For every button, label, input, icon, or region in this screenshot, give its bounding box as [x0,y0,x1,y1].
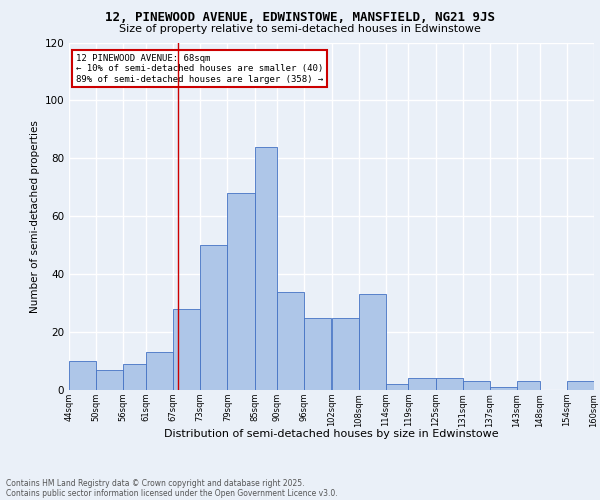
Bar [436,378,463,390]
Bar [227,193,254,390]
Bar [304,318,331,390]
Text: Contains public sector information licensed under the Open Government Licence v3: Contains public sector information licen… [6,488,338,498]
Bar [277,292,304,390]
Bar [96,370,124,390]
Bar [490,387,517,390]
Y-axis label: Number of semi-detached properties: Number of semi-detached properties [30,120,40,312]
Text: 12, PINEWOOD AVENUE, EDWINSTOWE, MANSFIELD, NG21 9JS: 12, PINEWOOD AVENUE, EDWINSTOWE, MANSFIE… [105,11,495,24]
Bar [173,309,200,390]
Bar [359,294,386,390]
Bar [409,378,436,390]
Bar [69,361,96,390]
Bar [254,147,277,390]
Bar [146,352,173,390]
Bar [517,382,539,390]
Bar [386,384,409,390]
Text: Size of property relative to semi-detached houses in Edwinstowe: Size of property relative to semi-detach… [119,24,481,34]
Bar [124,364,146,390]
X-axis label: Distribution of semi-detached houses by size in Edwinstowe: Distribution of semi-detached houses by … [164,430,499,440]
Text: Contains HM Land Registry data © Crown copyright and database right 2025.: Contains HM Land Registry data © Crown c… [6,478,305,488]
Bar [200,245,227,390]
Text: 12 PINEWOOD AVENUE: 68sqm
← 10% of semi-detached houses are smaller (40)
89% of : 12 PINEWOOD AVENUE: 68sqm ← 10% of semi-… [76,54,323,84]
Bar [463,382,490,390]
Bar [567,382,594,390]
Bar [331,318,359,390]
